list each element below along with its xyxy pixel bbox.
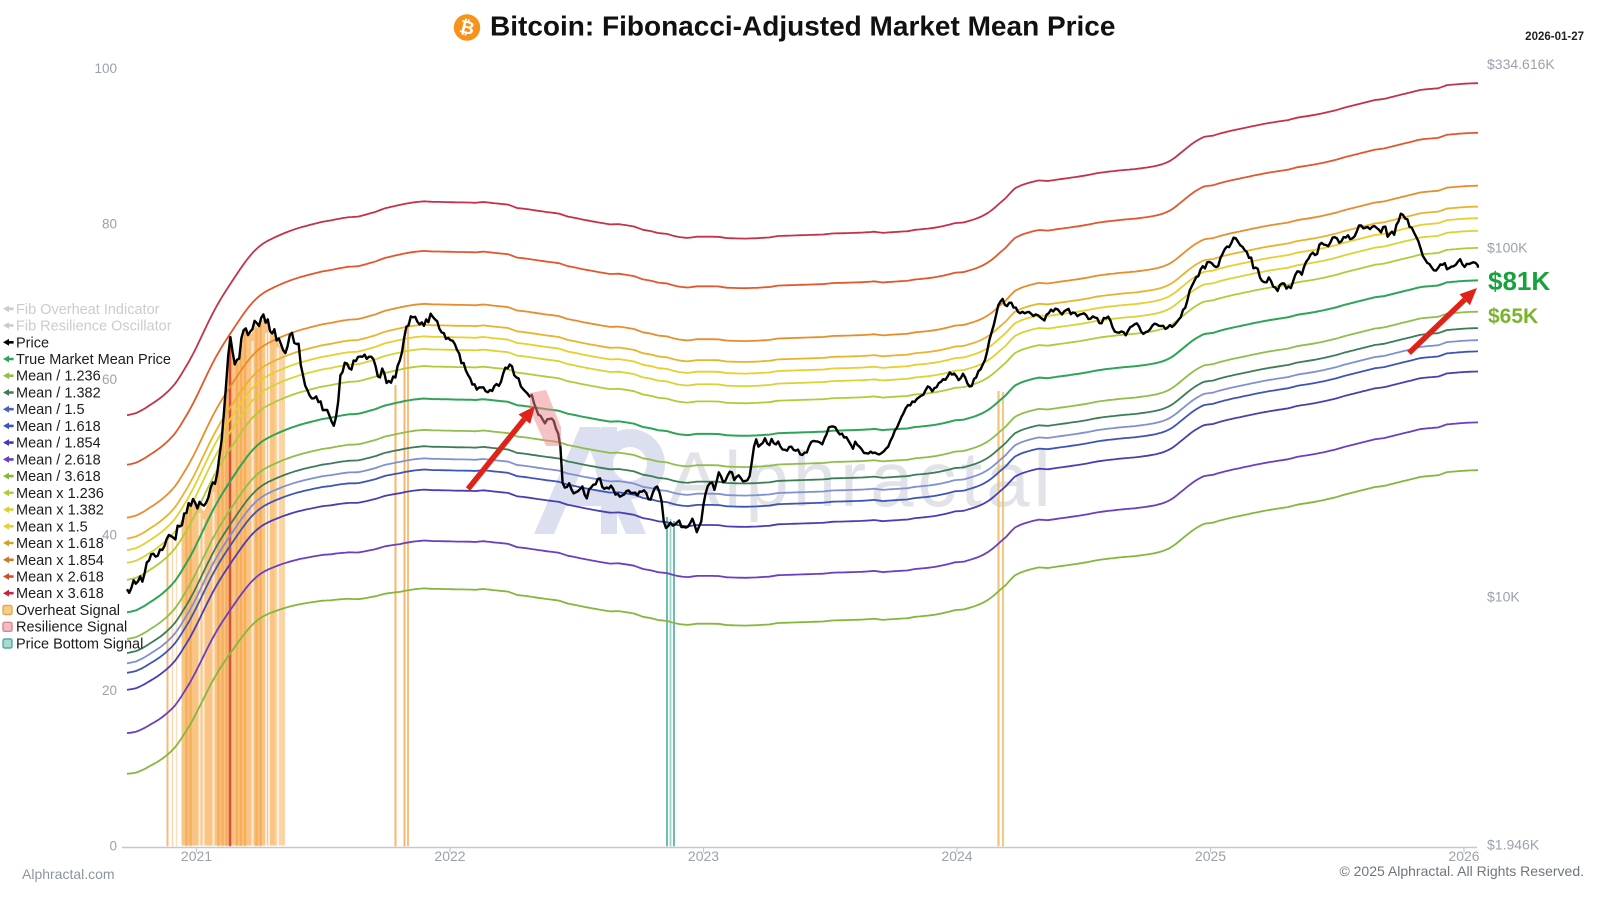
svg-text:Mean x 2.618: Mean x 2.618 — [16, 570, 104, 586]
svg-text:40: 40 — [102, 528, 117, 543]
svg-text:Mean x 1.618: Mean x 1.618 — [16, 536, 104, 552]
svg-text:Mean x 1.382: Mean x 1.382 — [16, 503, 104, 519]
svg-text:2026-01-27: 2026-01-27 — [1525, 31, 1584, 43]
svg-text:Mean / 1.236: Mean / 1.236 — [16, 369, 101, 385]
svg-text:Resilience Signal: Resilience Signal — [16, 620, 127, 636]
svg-text:Mean / 3.618: Mean / 3.618 — [16, 469, 101, 485]
svg-text:100: 100 — [94, 61, 117, 76]
svg-text:Mean x 1.236: Mean x 1.236 — [16, 486, 104, 502]
svg-text:Mean / 1.5: Mean / 1.5 — [16, 402, 85, 418]
svg-text:60: 60 — [102, 372, 117, 387]
svg-text:2022: 2022 — [434, 848, 465, 864]
svg-text:Overheat Signal: Overheat Signal — [16, 603, 120, 619]
svg-text:True Market Mean Price: True Market Mean Price — [16, 352, 171, 368]
svg-text:Mean / 1.618: Mean / 1.618 — [16, 419, 101, 435]
svg-text:2023: 2023 — [688, 848, 719, 864]
svg-text:0: 0 — [109, 839, 117, 854]
svg-text:$334.616K: $334.616K — [1487, 56, 1555, 72]
svg-text:2024: 2024 — [941, 848, 972, 864]
svg-text:Bitcoin: Fibonacci-Adjusted Ma: Bitcoin: Fibonacci-Adjusted Market Mean … — [490, 11, 1115, 42]
svg-text:Price: Price — [16, 335, 49, 351]
svg-text:$10K: $10K — [1487, 589, 1520, 605]
svg-text:Mean x 1.5: Mean x 1.5 — [16, 519, 88, 535]
svg-text:₿: ₿ — [458, 16, 477, 39]
svg-text:80: 80 — [102, 217, 117, 232]
svg-text:Fib Overheat Indicator: Fib Overheat Indicator — [16, 302, 160, 318]
svg-text:© 2025 Alphractal. All Rights: © 2025 Alphractal. All Rights Reserved. — [1339, 863, 1584, 879]
svg-text:$100K: $100K — [1487, 240, 1528, 256]
svg-text:Fib Resilience Oscillator: Fib Resilience Oscillator — [16, 319, 172, 335]
svg-text:Alphractal: Alphractal — [668, 435, 1055, 523]
svg-text:$1.946K: $1.946K — [1487, 837, 1540, 853]
svg-text:2026: 2026 — [1448, 848, 1479, 864]
svg-text:$81K: $81K — [1488, 266, 1550, 296]
svg-text:2021: 2021 — [181, 848, 212, 864]
svg-text:2025: 2025 — [1195, 848, 1226, 864]
svg-text:Mean x 3.618: Mean x 3.618 — [16, 586, 104, 602]
svg-text:Mean x 1.854: Mean x 1.854 — [16, 553, 104, 569]
svg-text:20: 20 — [102, 683, 117, 698]
svg-text:$65K: $65K — [1488, 305, 1538, 328]
svg-text:Mean / 1.854: Mean / 1.854 — [16, 436, 101, 452]
svg-text:Mean / 1.382: Mean / 1.382 — [16, 386, 101, 402]
svg-text:Alphractal.com: Alphractal.com — [22, 866, 115, 882]
svg-text:Mean / 2.618: Mean / 2.618 — [16, 452, 101, 468]
svg-text:Price Bottom Signal: Price Bottom Signal — [16, 636, 143, 652]
